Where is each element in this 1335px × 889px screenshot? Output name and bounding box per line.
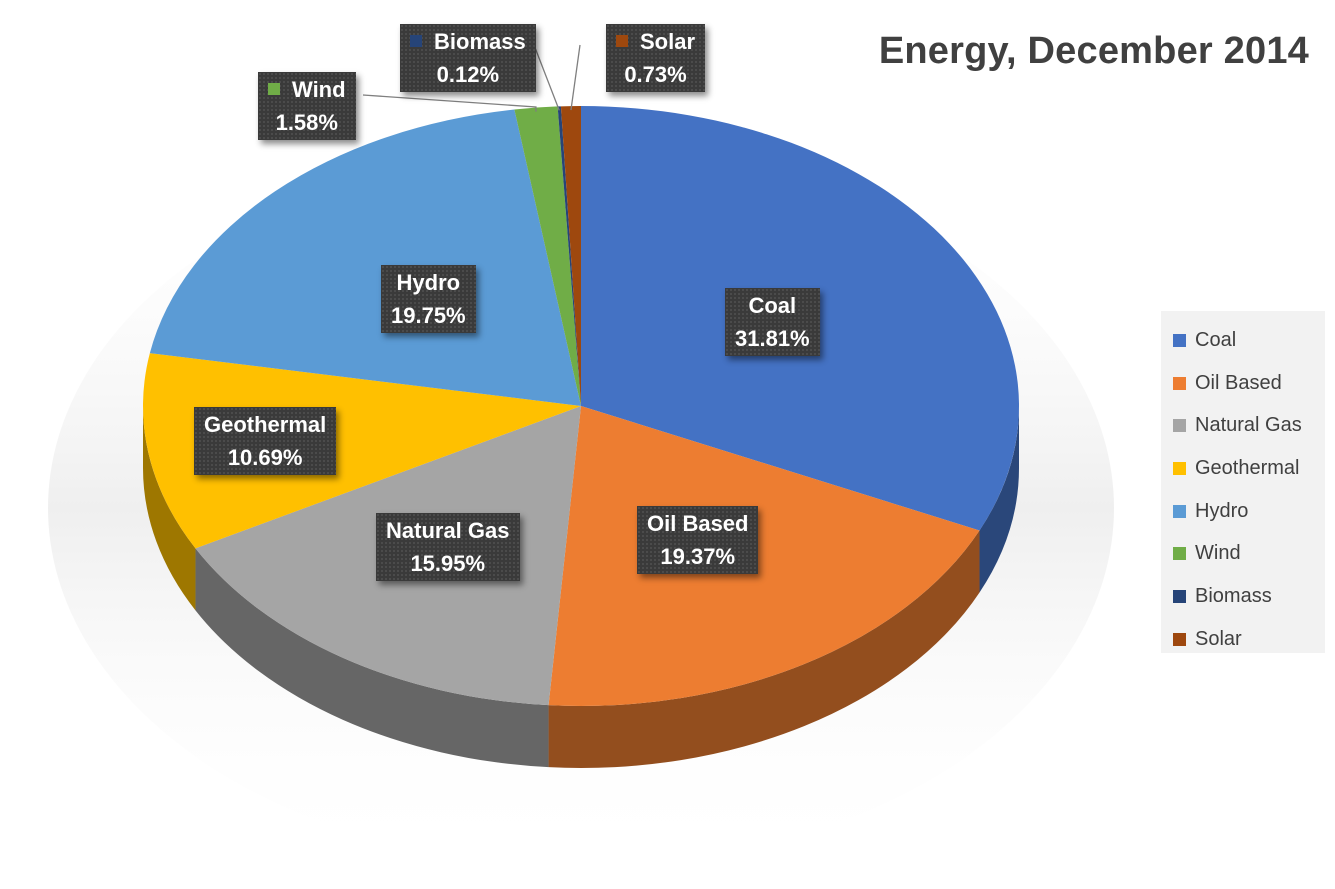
legend-swatch xyxy=(1173,504,1186,518)
slice-wind xyxy=(514,106,581,407)
legend-item-natural-gas: Natural Gas xyxy=(1161,404,1325,447)
data-label-value: 15.95% xyxy=(410,551,486,576)
slice-geothermal xyxy=(142,353,581,549)
slice-side-oil-based xyxy=(548,530,980,769)
legend-item-biomass: Biomass xyxy=(1161,575,1325,618)
data-label-category: Natural Gas xyxy=(386,518,510,543)
legend-label: Natural Gas xyxy=(1195,414,1302,437)
legend-label: Geothermal xyxy=(1195,456,1300,479)
leader-line-wind xyxy=(362,94,537,112)
data-label-wind: Wind 1.58% xyxy=(258,72,356,140)
legend-swatch xyxy=(1173,333,1186,347)
legend-item-geothermal: Geothermal xyxy=(1161,447,1325,490)
data-label-category: Oil Based xyxy=(647,511,749,536)
legend-swatch xyxy=(1173,547,1186,561)
legend-label: Oil Based xyxy=(1195,371,1282,394)
data-label-category: Geothermal xyxy=(204,412,327,437)
leader-line-biomass xyxy=(533,44,560,111)
legend-swatch xyxy=(1173,376,1186,390)
data-label-value: 19.37% xyxy=(660,544,736,569)
slice-side-coal xyxy=(979,406,1019,593)
data-label-category: Coal xyxy=(748,293,797,318)
data-label-oil-based: Oil Based 19.37% xyxy=(637,506,759,574)
data-label-coal: Coal 31.81% xyxy=(725,288,820,356)
slice-side-natural-gas xyxy=(195,548,549,768)
label-swatch xyxy=(268,83,280,95)
data-label-value: 0.12% xyxy=(436,62,500,87)
legend-swatch xyxy=(1173,632,1186,646)
data-label-category: Hydro xyxy=(396,270,461,295)
legend-swatch xyxy=(1173,461,1186,475)
label-swatch xyxy=(410,35,422,47)
data-label-value: 31.81% xyxy=(735,326,810,351)
legend-swatch xyxy=(1173,589,1186,603)
data-label-value: 1.58% xyxy=(275,110,338,135)
data-label-hydro: Hydro 19.75% xyxy=(381,265,476,333)
legend-item-coal: Coal xyxy=(1161,319,1325,362)
legend-item-solar: Solar xyxy=(1161,618,1325,661)
leader-line-solar xyxy=(570,44,581,111)
label-swatch xyxy=(616,35,628,47)
chart-title: Energy, December 2014 xyxy=(878,30,1309,72)
data-label-geothermal: Geothermal 10.69% xyxy=(194,407,337,475)
legend-item-oil-based: Oil Based xyxy=(1161,362,1325,405)
data-label-solar: Solar 0.73% xyxy=(606,24,706,92)
data-label-value: 0.73% xyxy=(624,62,687,87)
data-label-category: Solar xyxy=(640,29,696,54)
legend-label: Solar xyxy=(1195,627,1242,650)
slice-biomass xyxy=(557,106,581,406)
data-label-natural-gas: Natural Gas 15.95% xyxy=(376,513,520,581)
data-label-biomass: Biomass 0.12% xyxy=(400,24,536,92)
legend-label: Biomass xyxy=(1195,584,1272,607)
data-label-value: 19.75% xyxy=(391,303,466,328)
slice-oil-based xyxy=(548,406,980,706)
data-label-category: Wind xyxy=(292,77,346,102)
legend-item-wind: Wind xyxy=(1161,532,1325,575)
legend-label: Coal xyxy=(1195,328,1237,351)
legend-swatch xyxy=(1173,419,1186,433)
slice-solar xyxy=(560,106,581,406)
data-label-category: Biomass xyxy=(434,29,526,54)
legend-label: Hydro xyxy=(1195,499,1249,522)
data-label-value: 10.69% xyxy=(227,445,303,470)
slice-side-geothermal xyxy=(143,406,196,611)
legend-label: Wind xyxy=(1195,542,1241,565)
legend-item-hydro: Hydro xyxy=(1161,490,1325,533)
legend: Coal Oil Based Natural Gas Geothermal Hydro W… xyxy=(1161,311,1325,653)
